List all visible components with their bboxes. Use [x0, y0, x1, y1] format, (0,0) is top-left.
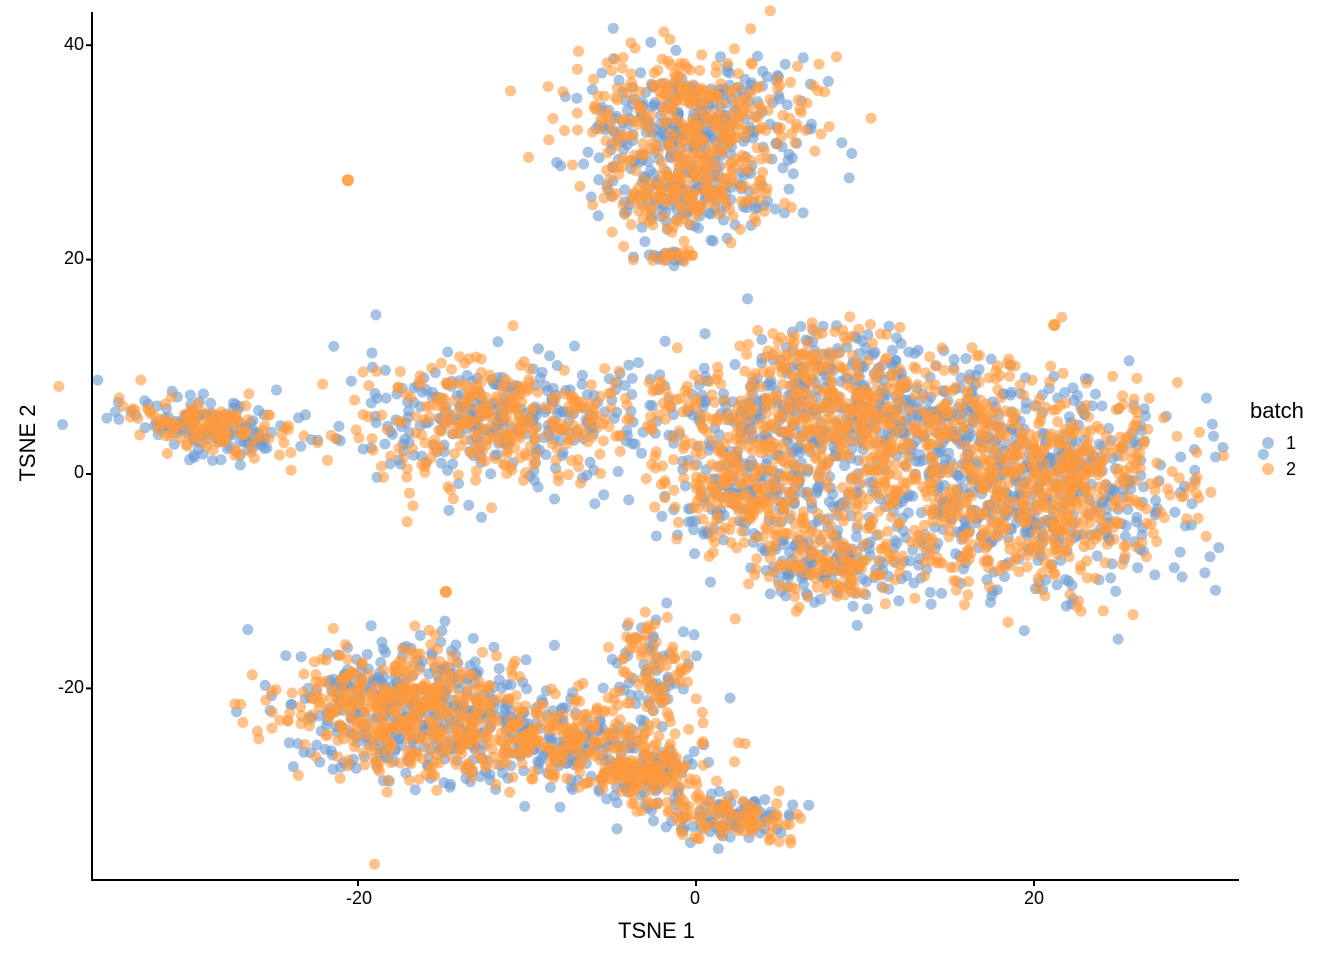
- y-tick-20: 20: [63, 248, 84, 268]
- legend-dot-2-icon: [1262, 463, 1274, 475]
- y-tick-0: 0: [73, 462, 84, 482]
- legend: batch 1 2: [1250, 398, 1304, 482]
- x-axis-title: TSNE 1: [618, 918, 696, 943]
- legend-label-2: 2: [1286, 458, 1297, 479]
- y-tick-40: 40: [63, 34, 84, 54]
- x-tick-0: 0: [689, 888, 700, 908]
- points-layer: [53, 5, 1269, 870]
- x-tick-20: 20: [1023, 888, 1045, 908]
- legend-title: batch: [1250, 398, 1304, 423]
- y-axis-title: TSNE 2: [15, 404, 40, 482]
- legend-dot-1-icon: [1262, 437, 1274, 449]
- legend-item-1: 1: [1250, 430, 1304, 456]
- legend-item-2: 2: [1250, 456, 1304, 482]
- y-tick-neg20: -20: [57, 677, 84, 697]
- legend-label-1: 1: [1286, 432, 1297, 453]
- x-tick-neg20: -20: [345, 888, 372, 908]
